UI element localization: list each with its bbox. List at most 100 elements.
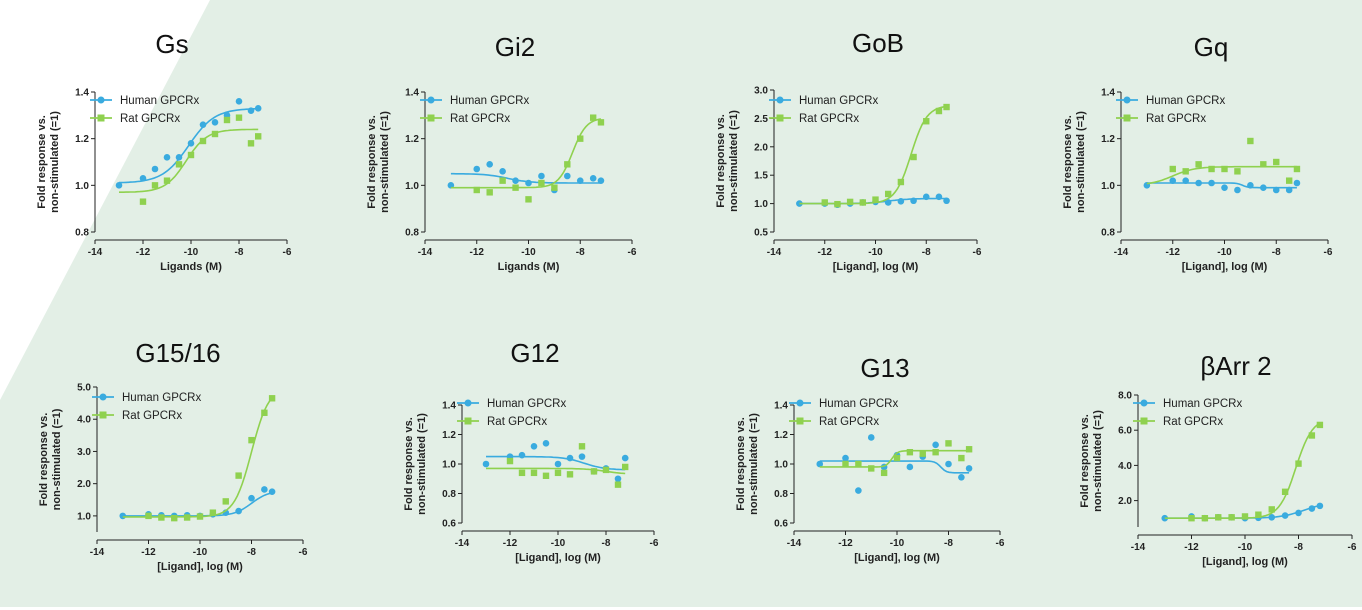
chart-panel-g13: G13 0.6 0.8 1.0 1.2 1.4 -14 -12 -10 -8 -6 [Ligand],… (700, 305, 1020, 610)
data-point-human (932, 441, 939, 449)
data-point-human (235, 507, 242, 515)
y-axis-label: Fold response vs.non-stimulated (=1) (1062, 111, 1087, 213)
data-point-rat (1215, 514, 1222, 521)
x-tick-label: -12 (1184, 542, 1199, 553)
data-point-human (1247, 182, 1254, 189)
y-tick-label: 1.0 (1101, 181, 1115, 192)
data-point-human (119, 512, 127, 520)
data-point-human (897, 198, 905, 205)
y-axis-label: Fold response vs.non-stimulated (=1) (1079, 410, 1104, 512)
data-point-rat (1182, 168, 1189, 175)
data-point-human (1234, 186, 1241, 194)
data-point-rat (1208, 165, 1215, 173)
data-point-rat (199, 137, 207, 145)
legend-label: Rat GPCRx (487, 416, 547, 428)
legend-marker-circle (1140, 399, 1148, 407)
fit-curve-rat (119, 128, 259, 193)
legend-marker-square (464, 417, 472, 425)
data-point-rat (893, 454, 901, 462)
data-point-rat (590, 468, 598, 475)
x-axis-label: [Ligand], log (M) (157, 561, 243, 573)
data-point-rat (1281, 488, 1289, 495)
data-point-rat (1255, 511, 1262, 518)
chart-title: βArr 2 (1200, 351, 1271, 381)
data-point-rat (1188, 515, 1195, 522)
data-point-rat (1285, 177, 1293, 184)
data-point-rat (821, 199, 828, 206)
data-point-rat (235, 472, 242, 479)
y-tick-label: 2.0 (754, 142, 768, 153)
data-point-rat (512, 184, 519, 191)
data-point-human (525, 179, 532, 187)
data-point-human (1169, 177, 1177, 184)
data-point-rat (554, 469, 562, 477)
x-tick-label: -6 (996, 538, 1005, 549)
data-point-human (1182, 177, 1189, 184)
chart-panel-gi2: Gi2 0.8 1.0 1.2 1.4 -14 -12 -10 -8 -6 Ligands (M) F… (345, 0, 665, 305)
data-point-rat (622, 463, 629, 471)
y-axis-label-line: Fold response vs. (1062, 115, 1074, 209)
data-point-rat (1308, 432, 1316, 439)
data-point-rat (518, 469, 526, 477)
chart-title: G12 (510, 338, 559, 368)
data-point-human (542, 440, 550, 447)
chart-panel-gs: Gs 0.8 1.0 1.2 1.4 -14 -12 -10 -8 -6 Ligands (M) Fo… (0, 0, 320, 305)
x-axis-label: [Ligand], log (M) (1202, 556, 1288, 568)
legend-marker-square (1123, 114, 1131, 122)
data-point-human (884, 199, 892, 206)
x-tick-label: -12 (818, 247, 833, 258)
y-tick-label: 0.6 (442, 519, 456, 530)
y-tick-label: 1.4 (75, 88, 89, 99)
data-point-rat (1293, 165, 1301, 173)
data-point-rat (1228, 514, 1235, 521)
y-axis-label-line: Fold response vs. (403, 417, 415, 511)
y-axis-label-line: Fold response vs. (366, 115, 378, 209)
data-point-human (538, 172, 545, 180)
x-tick-label: -8 (944, 538, 953, 549)
y-tick-label: 1.4 (774, 401, 788, 412)
data-point-rat (943, 103, 950, 111)
data-point-rat (1221, 165, 1228, 173)
data-point-human (261, 486, 268, 493)
x-tick-label: -8 (1272, 247, 1281, 258)
x-tick-label: -14 (455, 538, 470, 549)
data-point-rat (965, 446, 973, 453)
data-point-rat (880, 469, 888, 477)
data-point-rat (923, 118, 930, 125)
data-point-rat (855, 460, 862, 468)
y-axis-label: Fold response vs.non-stimulated (=1) (38, 408, 63, 510)
data-point-human (1272, 186, 1280, 194)
data-point-human (796, 200, 803, 207)
data-point-rat (183, 514, 191, 521)
legend-marker-circle (796, 399, 804, 407)
data-point-rat (577, 135, 584, 142)
y-tick-label: 1.2 (1101, 134, 1115, 145)
x-tick-label: -12 (838, 538, 853, 549)
data-point-rat (1169, 165, 1176, 173)
data-point-human (530, 443, 538, 450)
data-point-human (163, 154, 171, 161)
data-point-rat (1316, 421, 1324, 429)
data-point-rat (473, 186, 480, 194)
data-point-human (139, 175, 147, 182)
data-point-rat (486, 189, 493, 196)
x-axis-label: Ligands (M) (160, 261, 222, 273)
legend-label: Human GPCRx (819, 398, 898, 410)
chart-svg: Gq 0.8 1.0 1.2 1.4 -14 -12 -10 -8 -6 [Ligand], log… (1062, 32, 1333, 273)
x-axis-label: Ligands (M) (498, 261, 560, 273)
data-point-rat (223, 116, 231, 124)
data-point-rat (222, 498, 229, 505)
data-point-rat (1241, 513, 1249, 520)
data-point-human (597, 177, 605, 184)
y-axis-label-line: non-stimulated (=1) (1092, 410, 1104, 512)
data-point-rat (1201, 515, 1209, 522)
chart-title: Gq (1194, 32, 1229, 62)
data-point-rat (171, 514, 178, 522)
y-axis-label: Fold response vs.non-stimulated (=1) (735, 413, 760, 515)
x-tick-label: -14 (767, 247, 782, 258)
data-point-human (187, 140, 195, 147)
chart-panel-gob: GoB 0.5 1.0 1.5 2.0 2.5 3.0 -14 -12 -10 -8 -6 [Ligan… (690, 0, 1010, 305)
fit-curve-rat (486, 467, 626, 475)
data-point-rat (872, 196, 879, 203)
